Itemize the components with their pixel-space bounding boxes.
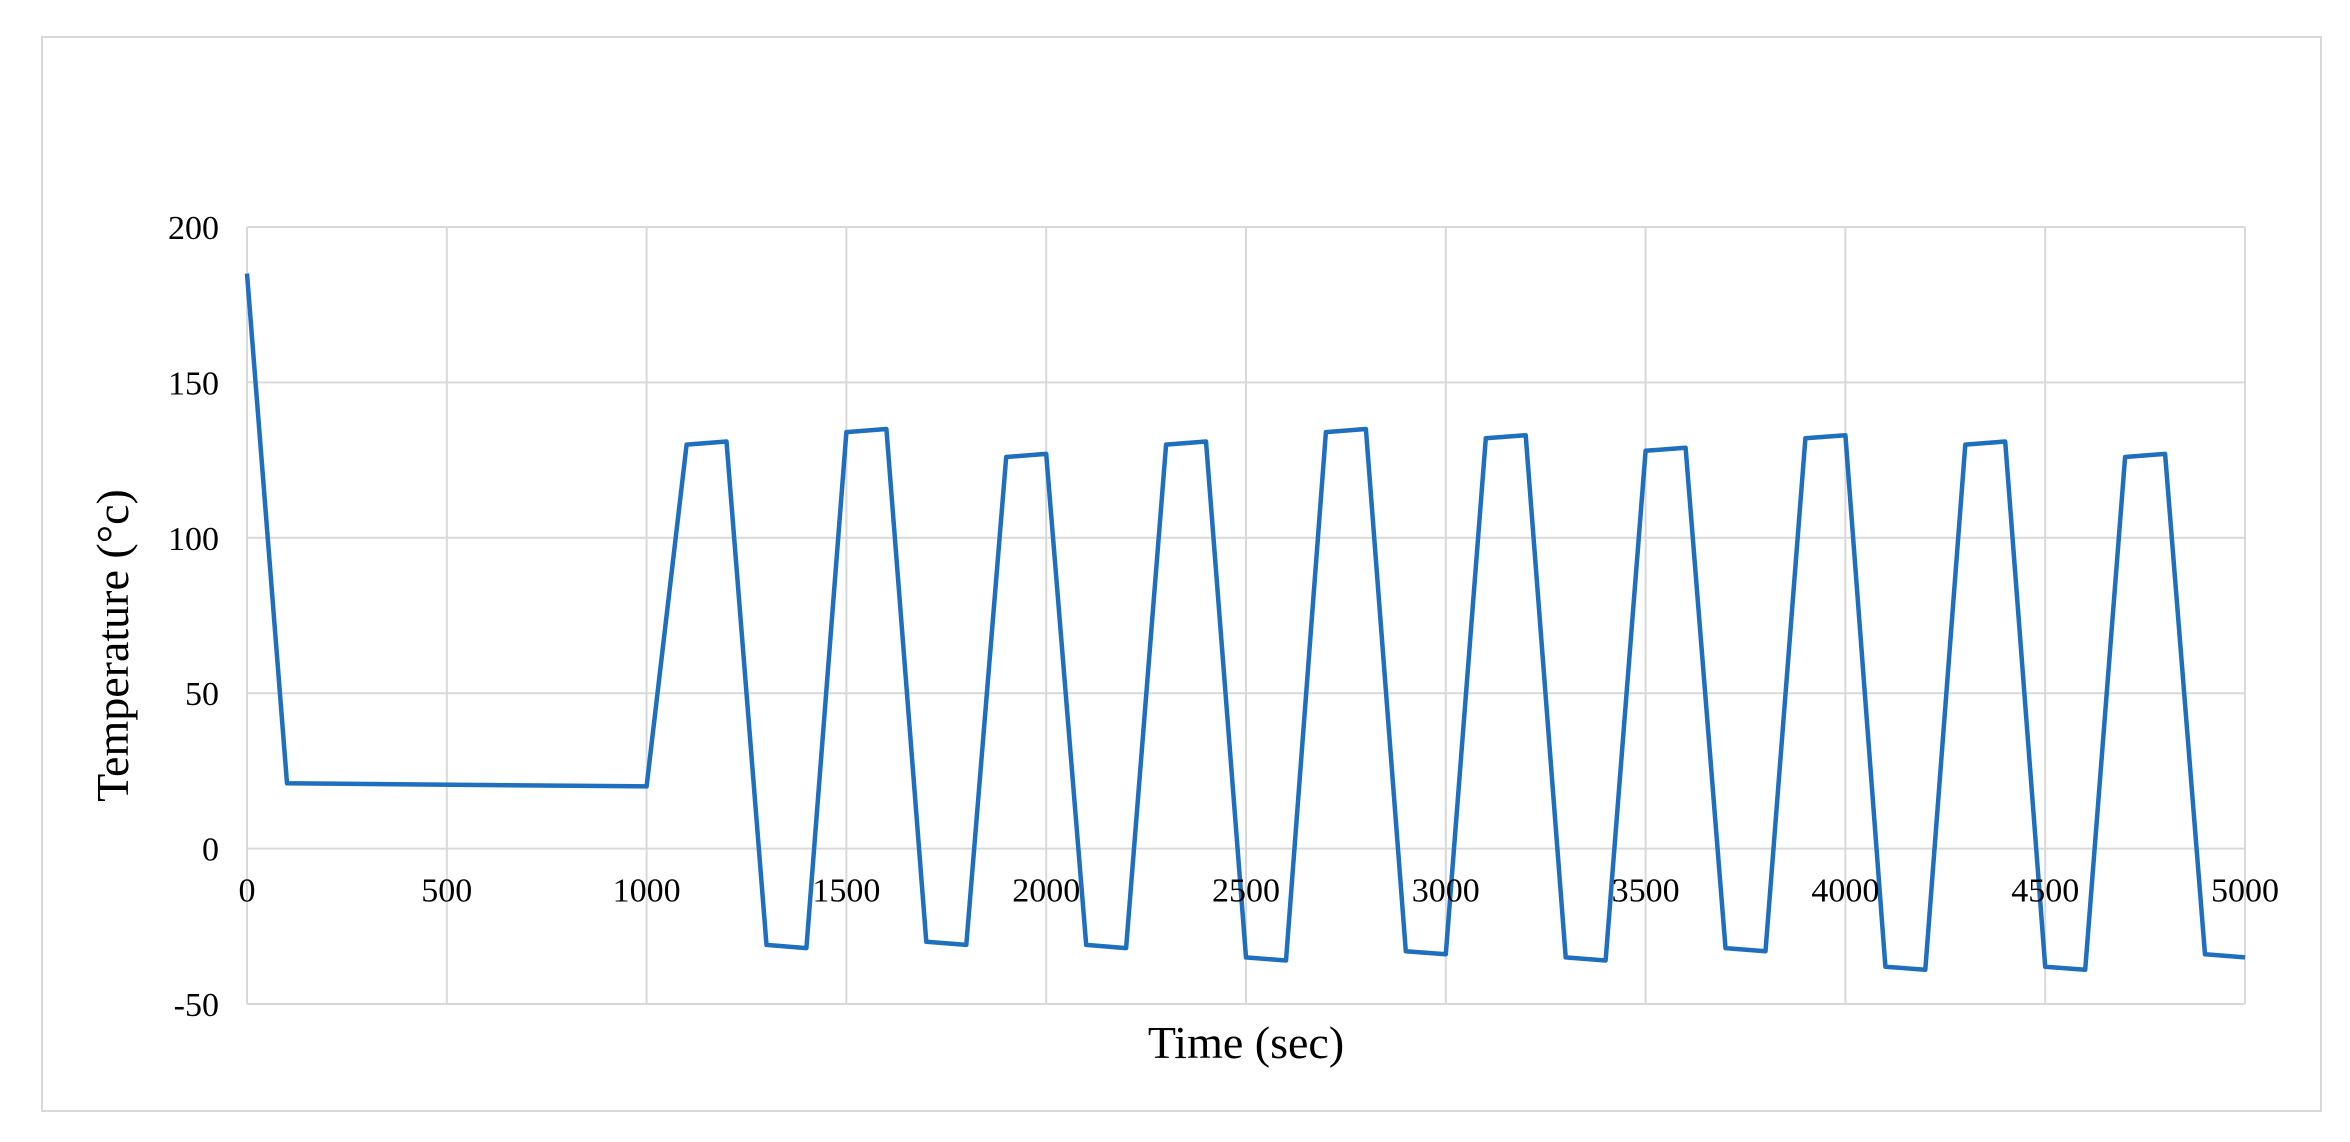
x-tick-label: 1500 [812, 873, 880, 910]
y-tick-label: 100 [168, 521, 219, 558]
y-tick-label: 150 [168, 365, 219, 402]
y-tick-labels: -50 0 50 100 150 200 [168, 210, 219, 1024]
y-tick-label: 0 [202, 832, 219, 869]
y-tick-label: -50 [174, 987, 219, 1024]
y-axis-title: Temperature (°c) [87, 489, 138, 802]
x-tick-label: 5000 [2211, 873, 2279, 910]
grid [246, 226, 2246, 1005]
x-tick-label: 3000 [1412, 873, 1480, 910]
y-tick-label: 50 [185, 676, 219, 713]
y-tick-label: 200 [168, 210, 219, 247]
x-tick-label: 500 [421, 873, 472, 910]
x-tick-label: 4000 [1811, 873, 1879, 910]
x-tick-labels: 0 500 1000 1500 2000 2500 3000 3500 4000 4500 5000 [239, 873, 2280, 910]
series-line [244, 273, 2246, 973]
x-tick-label: 2000 [1012, 873, 1080, 910]
x-tick-label: 2500 [1212, 873, 1280, 910]
x-tick-label: 4500 [2011, 873, 2079, 910]
x-tick-label: 1000 [613, 873, 681, 910]
chart-container [41, 36, 2322, 1112]
x-tick-label: 3500 [1612, 873, 1680, 910]
series-layer [244, 273, 2246, 973]
x-axis-title: Time (sec) [1148, 1017, 1344, 1068]
x-tick-label: 0 [239, 873, 256, 910]
